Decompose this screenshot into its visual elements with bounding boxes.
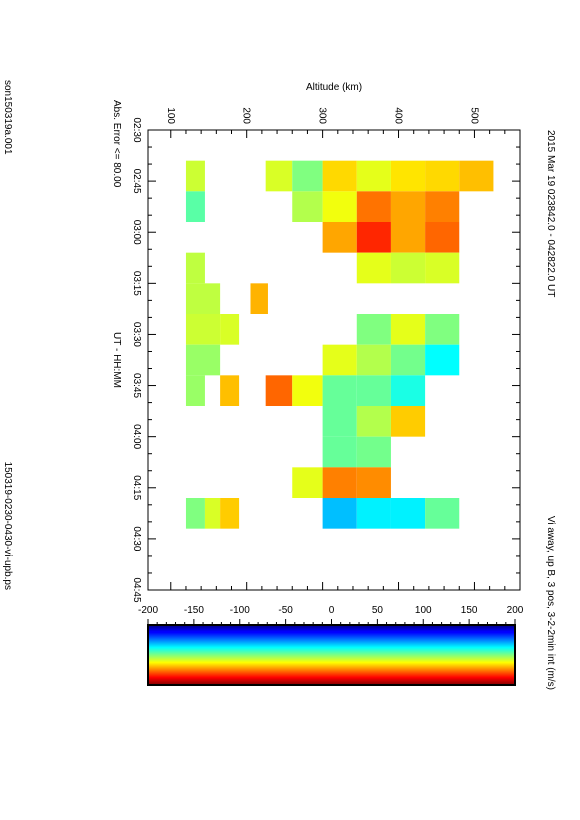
heatmap-cell bbox=[292, 375, 323, 407]
heatmap-cell bbox=[292, 467, 323, 499]
heatmap-cell bbox=[390, 314, 426, 345]
heatmap-cell bbox=[356, 406, 391, 437]
heatmap-cells bbox=[185, 160, 494, 529]
x-tick-label: 04:30 bbox=[131, 526, 142, 551]
heatmap-cell bbox=[390, 252, 426, 284]
heatmap-cell bbox=[390, 406, 426, 437]
heatmap-cell bbox=[185, 375, 205, 407]
y-tick-label: 100 bbox=[165, 107, 176, 124]
heatmap-cell bbox=[322, 344, 357, 376]
x-tick-label: 04:00 bbox=[131, 424, 142, 449]
y-tick-label: 300 bbox=[317, 107, 328, 124]
heatmap-cell bbox=[185, 160, 205, 192]
heatmap-cell bbox=[356, 222, 391, 253]
y-tick-label: 400 bbox=[393, 107, 404, 124]
heatmap-cell bbox=[322, 406, 357, 437]
colorbar-tick-label: -50 bbox=[278, 605, 293, 616]
footer-source: son150319a.001 bbox=[2, 80, 13, 155]
abs-error-annotation: Abs. Error <= 80.00 bbox=[111, 100, 122, 188]
heatmap-cell bbox=[356, 191, 391, 222]
heatmap-cell bbox=[390, 498, 426, 529]
colorbar-tick-label: -150 bbox=[184, 605, 204, 616]
heatmap-cell bbox=[322, 436, 357, 468]
colorbar-tick-label: 50 bbox=[372, 605, 384, 616]
heatmap-cell bbox=[425, 498, 460, 529]
heatmap-cell bbox=[204, 498, 221, 529]
heatmap-cell bbox=[322, 375, 357, 407]
x-tick-label: 02:30 bbox=[131, 117, 142, 142]
heatmap-cell bbox=[220, 375, 240, 407]
heatmap-cell bbox=[220, 498, 240, 529]
heatmap-cell bbox=[459, 160, 494, 192]
heatmap-cell bbox=[292, 191, 323, 222]
heatmap-cell bbox=[356, 436, 391, 468]
heatmap-cell bbox=[356, 314, 391, 345]
heatmap-cell bbox=[185, 252, 205, 284]
x-axis-label: UT - HH:MM bbox=[111, 332, 122, 388]
y-axis: 100 200 300 400 500 bbox=[165, 107, 521, 590]
colorbar-tick-label: 200 bbox=[507, 605, 524, 616]
heatmap-cell bbox=[390, 160, 426, 192]
heatmap-cell bbox=[322, 222, 357, 253]
heatmap-cell bbox=[425, 252, 460, 284]
x-tick-label: 03:30 bbox=[131, 322, 142, 347]
x-tick-label: 04:15 bbox=[131, 475, 142, 500]
heatmap-cell bbox=[425, 160, 460, 192]
heatmap-cell bbox=[185, 283, 221, 315]
y-tick-label: 500 bbox=[468, 107, 479, 124]
heatmap-cell bbox=[185, 344, 221, 376]
heatmap-cell bbox=[390, 222, 426, 253]
heatmap-cell bbox=[356, 252, 391, 284]
plot-title: 2015 Mar 19 023842.0 - 042822.0 UT bbox=[545, 130, 556, 297]
heatmap-cell bbox=[356, 344, 391, 376]
x-tick-label: 03:45 bbox=[131, 373, 142, 398]
colorbar-label: Vi away, up B, 3 pos, 3-2-2min int (m/s) bbox=[545, 516, 556, 690]
heatmap-cell bbox=[322, 498, 357, 529]
heatmap-cell bbox=[356, 467, 391, 499]
heatmap-cell bbox=[185, 314, 221, 345]
x-tick-label: 03:15 bbox=[131, 271, 142, 296]
heatmap-cell bbox=[292, 160, 323, 192]
heatmap-cell bbox=[265, 160, 293, 192]
colorbar bbox=[147, 624, 516, 686]
footer-filename: 150319-0230-0430-vi-upb.ps bbox=[2, 462, 13, 590]
heatmap-cell bbox=[185, 498, 205, 529]
heatmap-cell bbox=[220, 314, 240, 345]
heatmap-cell bbox=[322, 467, 357, 499]
heatmap-cell bbox=[322, 191, 357, 222]
colorbar-tick-label: -200 bbox=[138, 605, 158, 616]
colorbar-tick-label: 0 bbox=[329, 605, 335, 616]
heatmap-cell bbox=[356, 498, 391, 529]
heatmap-cell bbox=[265, 375, 293, 407]
heatmap-cell bbox=[390, 344, 426, 376]
colorbar-tick-label: -100 bbox=[230, 605, 250, 616]
heatmap-cell bbox=[390, 375, 426, 407]
heatmap-cell bbox=[425, 191, 460, 222]
x-tick-label: 03:00 bbox=[131, 220, 142, 245]
x-axis: 02:30 02:45 03:00 03:15 03:30 03:45 04:00 04:15… bbox=[131, 117, 520, 603]
heatmap-cell bbox=[356, 375, 391, 407]
colorbar-tick-label: 100 bbox=[415, 605, 432, 616]
colorbar-axis: -200 -150 -100 -50 0 50 100 150 200 bbox=[138, 605, 524, 625]
heatmap-cell bbox=[356, 160, 391, 192]
heatmap-cell bbox=[425, 222, 460, 253]
heatmap-cell bbox=[425, 314, 460, 345]
y-tick-label: 200 bbox=[241, 107, 252, 124]
x-tick-label: 02:45 bbox=[131, 169, 142, 194]
heatmap-cell bbox=[250, 283, 268, 315]
y-axis-label: Altitude (km) bbox=[306, 82, 362, 93]
heatmap-cell bbox=[322, 160, 357, 192]
heatmap-cell bbox=[425, 344, 460, 376]
plot-frame bbox=[147, 129, 521, 591]
x-tick-label: 04:45 bbox=[131, 577, 142, 602]
heatmap-cell bbox=[185, 191, 205, 222]
colorbar-tick-label: 150 bbox=[461, 605, 478, 616]
heatmap-cell bbox=[390, 191, 426, 222]
